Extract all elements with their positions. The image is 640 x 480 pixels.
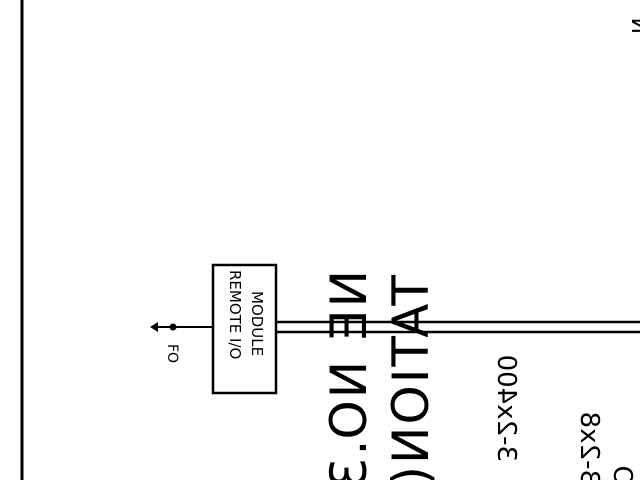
- module-label-line-1: REMOTE I/O: [226, 270, 244, 359]
- fo-label: FO: [164, 344, 180, 363]
- partial-character: O: [607, 466, 637, 480]
- title-line-1: NE NO.3 TO: [320, 270, 378, 480]
- remote-io-module-box: [211, 263, 278, 395]
- title-line-2: TATION(EGAT): [382, 274, 440, 480]
- module-label-line-2: MODULE: [248, 291, 266, 356]
- cable-label-2: 3-2x8: [574, 412, 604, 480]
- fo-arrow-icon: [150, 322, 158, 332]
- cable-label-1: 3-2x400: [491, 355, 521, 462]
- fo-junction-dot: [169, 323, 177, 331]
- edge-mark: N: [626, 18, 640, 34]
